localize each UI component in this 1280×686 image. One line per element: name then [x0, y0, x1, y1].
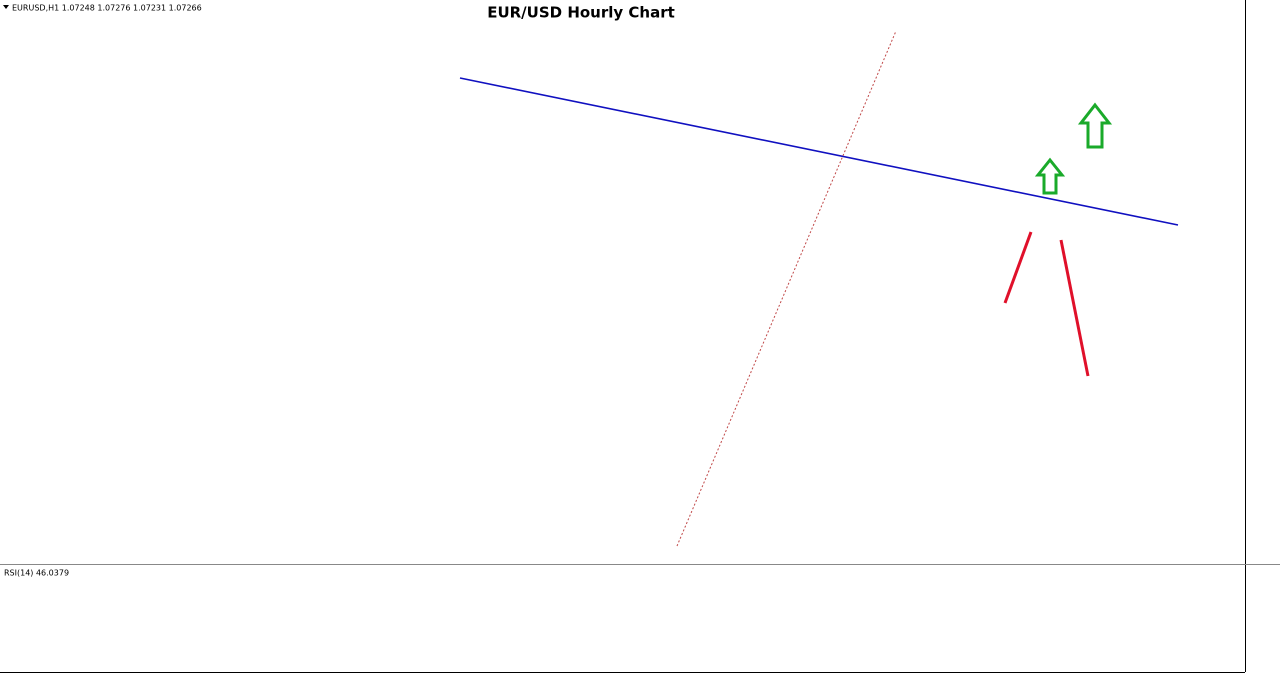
red-arrow-down: [1059, 239, 1090, 377]
red-arrow-up: [1003, 231, 1033, 304]
chart-title: EUR/USD Hourly Chart: [487, 4, 675, 22]
fib-diagonal: [676, 30, 897, 547]
header-icon: [3, 5, 9, 9]
chart-header: EURUSD,H1 1.07248 1.07276 1.07231 1.0726…: [12, 4, 202, 13]
trend-line: [459, 77, 1179, 226]
green-arrow: [1034, 157, 1066, 195]
green-arrow: [1077, 102, 1113, 149]
rsi-label: RSI(14) 46.0379: [4, 569, 69, 578]
